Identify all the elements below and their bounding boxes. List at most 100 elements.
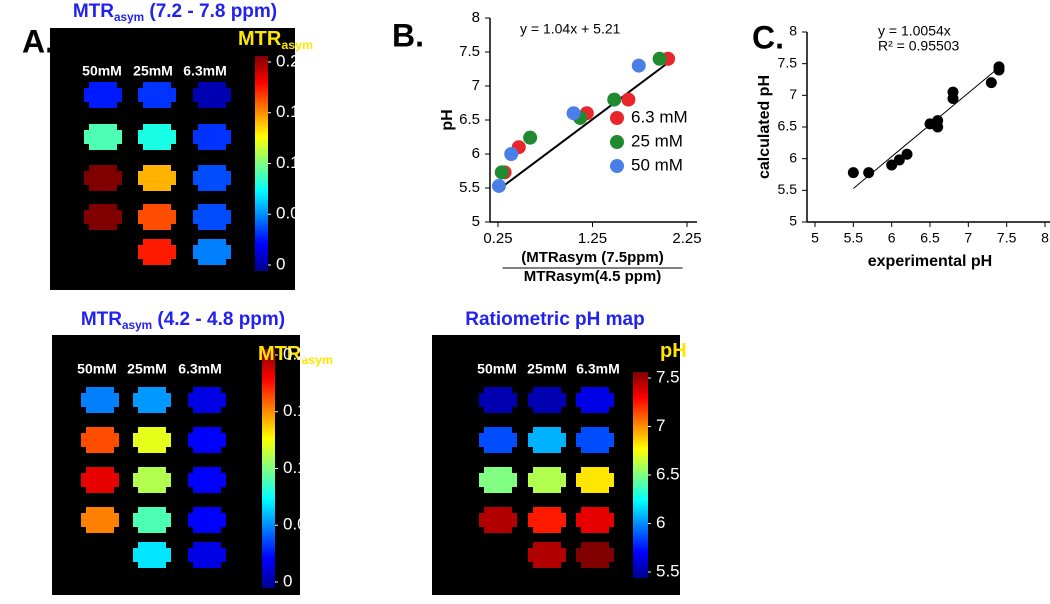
trendline <box>853 67 1000 189</box>
map-image <box>52 335 300 595</box>
colorbar-tick-label: 0 <box>283 571 292 590</box>
phantom-blob <box>133 427 171 453</box>
phantom-blob <box>138 239 176 265</box>
x-tick-label: 0.25 <box>483 230 512 247</box>
phantom-blob <box>188 542 226 568</box>
trendline-equation: y = 1.04x + 5.21 <box>520 21 621 37</box>
colorbar-tick-label: 7.5 <box>656 367 680 386</box>
column-label: 50mM <box>477 361 517 377</box>
y-tick-label: 7 <box>472 77 480 94</box>
phantom-blob <box>133 467 171 493</box>
legend-marker <box>610 111 624 125</box>
colorbar-label-sub: asym <box>301 353 333 367</box>
y-tick-label: 5.5 <box>778 181 798 197</box>
map-title-rest: (4.2 - 4.8 ppm) <box>152 309 285 330</box>
colorbar-label-sub: asym <box>281 38 313 52</box>
data-point <box>494 165 509 180</box>
colorbar-tick-label: 5.5 <box>656 561 680 580</box>
map-title-sub: asym <box>114 11 144 24</box>
map-title-sub: asym <box>122 319 152 332</box>
phantom-blob <box>576 507 614 533</box>
data-point <box>893 154 905 166</box>
trendline-r-squared: R² = 0.95503 <box>878 38 960 54</box>
data-point <box>631 58 646 73</box>
phantom-blob <box>81 427 119 453</box>
colorbar-tick-label: 0.05 <box>283 515 316 534</box>
x-tick-label: 7 <box>964 230 972 246</box>
column-label: 50mM <box>77 361 117 377</box>
data-point <box>566 106 581 121</box>
phantom-blob <box>193 204 231 230</box>
colorbar-tick-label: 0.15 <box>283 401 316 420</box>
colorbar-tick-label: 6.5 <box>656 464 680 483</box>
colorbar-tick-label: 0.15 <box>276 102 309 121</box>
phantom-blob <box>188 467 226 493</box>
column-label: 6.3mM <box>178 361 222 377</box>
x-tick-label: 5.5 <box>844 230 864 246</box>
panel-label: B. <box>392 17 424 53</box>
colorbar-tick-label: 0.1 <box>276 153 300 172</box>
colorbar <box>633 372 648 578</box>
phantom-blob <box>576 467 614 493</box>
y-tick-label: 7.5 <box>778 54 798 70</box>
phantom-blob <box>133 542 171 568</box>
phantom-blob <box>81 467 119 493</box>
data-point <box>491 178 506 193</box>
phantom-blob <box>576 542 614 568</box>
phantom-blob <box>188 507 226 533</box>
colorbar-tick-label: 0.2 <box>276 51 300 70</box>
y-tick-label: 6.5 <box>459 111 480 128</box>
phantom-blob <box>479 467 517 493</box>
colorbar-label: pH <box>660 340 687 362</box>
phantom-blob <box>84 165 122 191</box>
phantom-blob <box>528 387 566 413</box>
phantom-blob <box>84 204 122 230</box>
data-point <box>607 92 622 107</box>
legend-label: 50 mM <box>631 155 683 174</box>
phantom-blob <box>528 427 566 453</box>
phantom-blob <box>133 507 171 533</box>
y-tick-label: 5 <box>789 213 797 229</box>
data-point <box>863 167 875 179</box>
x-tick-label: 2.25 <box>672 230 701 247</box>
colorbar-tick-label: 0 <box>276 254 285 273</box>
phantom-blob <box>576 387 614 413</box>
y-tick-label: 6 <box>472 145 480 162</box>
x-axis-label: experimental pH <box>868 253 992 270</box>
map-title-main: Ratiometric pH map <box>465 309 644 330</box>
x-tick-label: 6.5 <box>920 230 940 246</box>
phantom-blob <box>188 387 226 413</box>
phantom-blob <box>138 124 176 150</box>
phantom-blob <box>193 239 231 265</box>
y-tick-label: 5.5 <box>459 179 480 196</box>
phantom-blob <box>84 124 122 150</box>
phantom-blob <box>193 82 231 108</box>
phantom-blob <box>81 507 119 533</box>
map-title-rest: (7.2 - 7.8 ppm) <box>144 1 277 22</box>
map-title: MTRasym (4.2 - 4.8 ppm) <box>81 309 285 332</box>
y-tick-label: 8 <box>789 23 797 39</box>
x-tick-label: 7.5 <box>997 230 1017 246</box>
colorbar-tick-label: 0.2 <box>283 344 307 363</box>
column-label: 6.3mM <box>183 63 227 79</box>
colorbar-label: MTRasym <box>258 343 333 367</box>
phantom-blob <box>193 124 231 150</box>
data-point <box>847 167 859 179</box>
y-tick-label: 8 <box>472 9 480 26</box>
legend-label: 6.3 mM <box>631 107 688 126</box>
colorbar-label-main: pH <box>660 340 687 362</box>
map-title-main: MTR <box>81 309 122 330</box>
phantom-blob <box>528 467 566 493</box>
phantom-blob <box>479 427 517 453</box>
phantom-blob <box>133 387 171 413</box>
phantom-blob <box>479 507 517 533</box>
trendline-equation: y = 1.0054x <box>878 23 951 39</box>
data-point <box>947 93 959 104</box>
phantom-blob <box>193 165 231 191</box>
phantom-blob <box>528 542 566 568</box>
colorbar-label: MTRasym <box>238 28 313 52</box>
map-title-main: MTR <box>73 1 114 22</box>
colorbar-tick-label: 0.05 <box>276 204 309 223</box>
map-title: MTRasym (7.2 - 7.8 ppm) <box>73 1 277 24</box>
